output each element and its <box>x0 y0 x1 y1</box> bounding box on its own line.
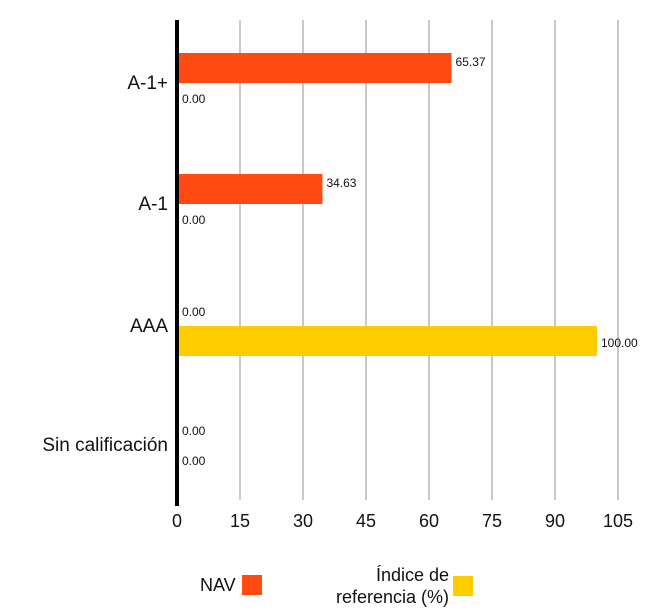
data-label: 0.00 <box>182 424 206 438</box>
x-tick-label: 90 <box>545 511 565 531</box>
category-labels: A-1+ A-1 AAA Sin calificación <box>42 73 168 456</box>
category-label: A-1+ <box>127 73 168 94</box>
x-tick-label: 30 <box>293 511 313 531</box>
bar-chart: 65.37 34.63 0.00 0.00 0.00 0.00 100.00 0.00 A-1… <box>42 20 638 531</box>
x-tick-labels: 0 15 30 45 60 75 90 105 <box>172 511 633 531</box>
category-label: Sin calificación <box>42 435 168 456</box>
data-label: 65.37 <box>456 55 486 69</box>
legend-label-index-line2: referencia (%) <box>336 587 450 607</box>
data-label: 100.00 <box>601 336 638 350</box>
bar <box>177 326 597 356</box>
legend-label-nav: NAV <box>200 575 236 595</box>
data-label: 0.00 <box>182 213 206 227</box>
bar <box>177 174 323 204</box>
legend-label-index-line1: Índice de <box>375 565 450 585</box>
legend-swatch-index <box>453 576 474 596</box>
x-tick-label: 105 <box>603 511 633 531</box>
x-tick-label: 0 <box>172 511 182 531</box>
data-labels: 65.37 34.63 0.00 0.00 0.00 0.00 100.00 0.00 <box>182 55 638 468</box>
data-label: 0.00 <box>182 305 206 319</box>
legend-item-index: Índice de referencia (%) <box>336 564 474 608</box>
x-tick-label: 60 <box>419 511 439 531</box>
x-tick-label: 75 <box>482 511 502 531</box>
gridlines <box>239 20 619 500</box>
category-label: A-1 <box>138 194 168 215</box>
bars <box>177 53 597 356</box>
data-label: 34.63 <box>326 176 356 190</box>
x-tick-label: 15 <box>230 511 250 531</box>
legend: NAV Índice de referencia (%) <box>0 560 661 610</box>
legend-swatch-nav <box>241 575 262 595</box>
legend-item-nav: NAV <box>200 574 262 596</box>
legend-label-index: Índice de referencia (%) <box>336 564 449 608</box>
data-label: 0.00 <box>182 454 206 468</box>
category-label: AAA <box>130 316 168 337</box>
bar <box>177 53 452 83</box>
x-tick-label: 45 <box>356 511 376 531</box>
data-label: 0.00 <box>182 92 206 106</box>
